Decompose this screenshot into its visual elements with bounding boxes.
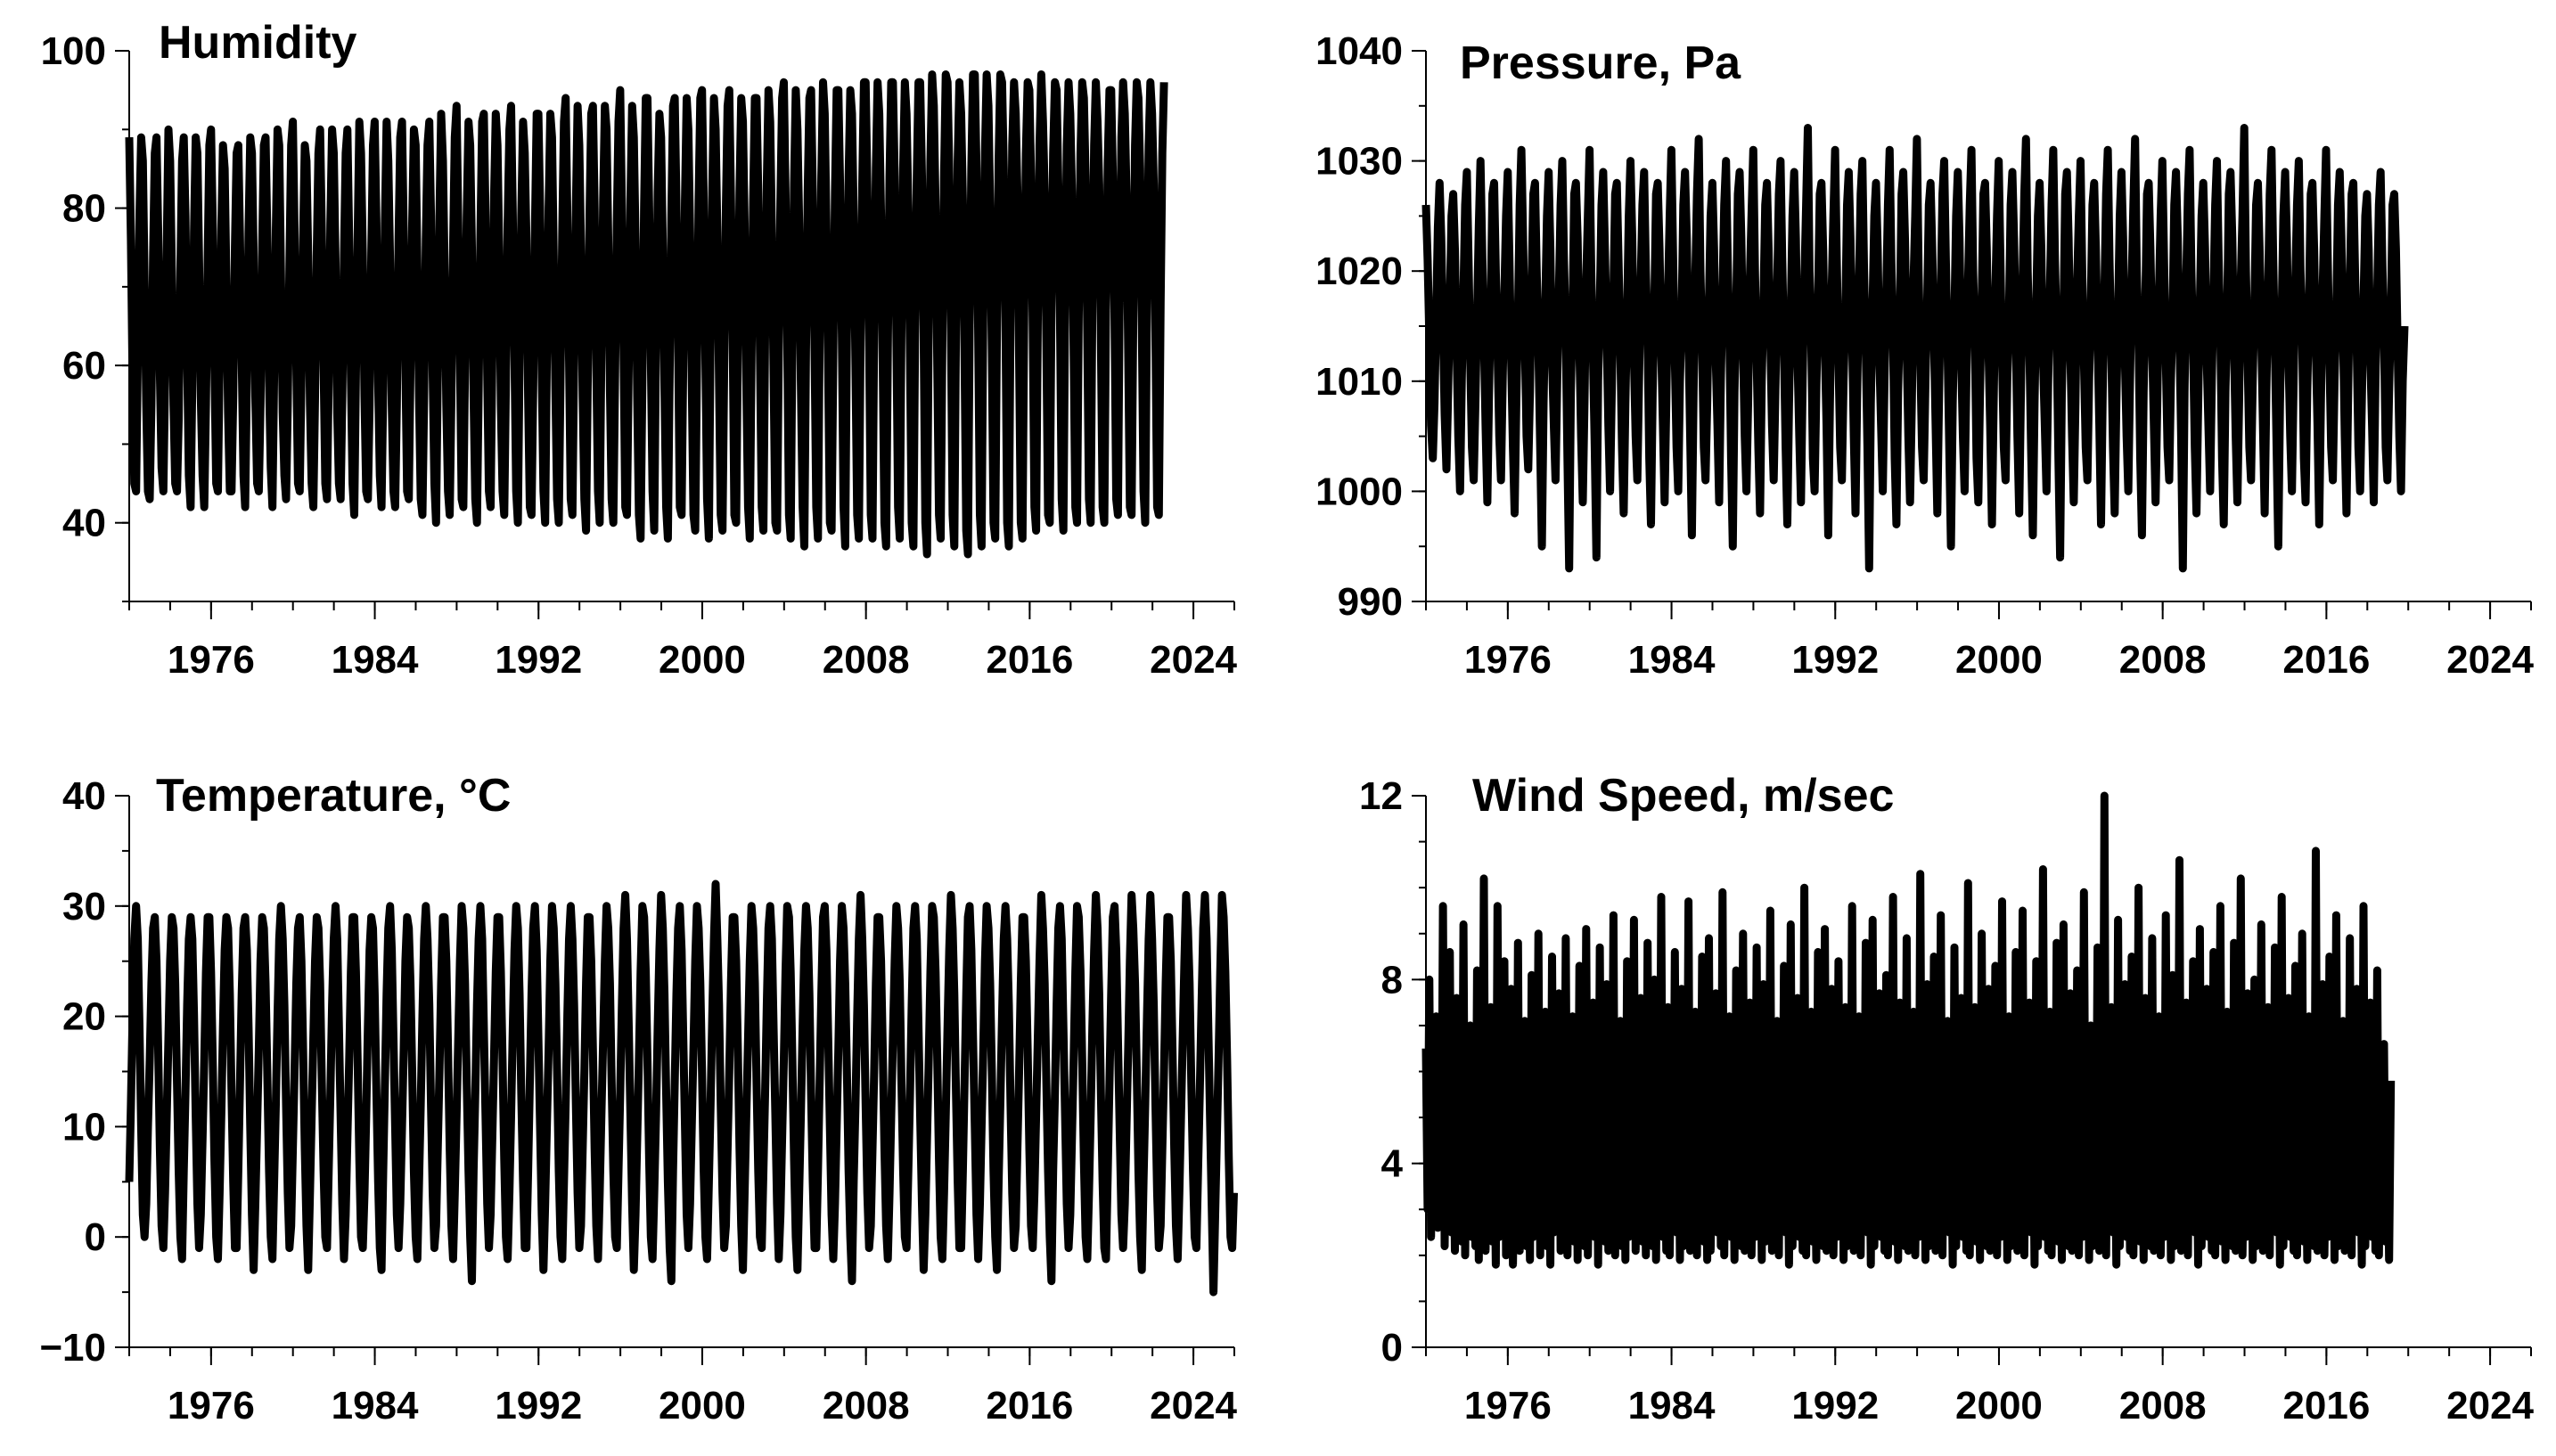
chart-panel-3: −10 0 10 20 30 40 1976 1984 1992 2000 2008 2016 2024…	[39, 770, 1238, 1427]
x-tick-label: 1984	[1628, 1384, 1716, 1427]
x-tick-label: 1976	[1464, 638, 1552, 682]
x-tick-label: 2008	[823, 638, 910, 682]
x-tick-label: 1976	[168, 638, 255, 682]
chart-title: Wind Speed, m/sec	[1472, 770, 1894, 822]
series-line	[125, 879, 1238, 1296]
chart-title: Humidity	[159, 17, 357, 69]
chart-panel-4: 0 4 8 12 1976 1984 1992 2000 2008 2016 2024 Wind Sp…	[1359, 770, 2534, 1427]
series-line	[125, 70, 1168, 559]
y-tick-label: 1000	[1315, 470, 1403, 513]
y-tick-label: 40	[62, 774, 106, 818]
y-tick-label: −10	[39, 1326, 106, 1370]
x-tick-label: 2008	[2119, 1384, 2207, 1427]
x-tick-label: 1992	[495, 638, 582, 682]
x-tick-label: 1984	[332, 1384, 419, 1427]
x-tick-label: 2000	[659, 638, 746, 682]
y-tick-label: 990	[1338, 580, 1403, 624]
x-tick-label: 2008	[823, 1384, 910, 1427]
x-tick-label: 2016	[986, 638, 1073, 682]
x-tick-label: 1992	[1791, 1384, 1879, 1427]
x-tick-label: 2024	[2446, 1384, 2534, 1427]
y-tick-label: 1010	[1315, 360, 1403, 404]
x-tick-label: 1976	[168, 1384, 255, 1427]
y-tick-label: 8	[1381, 958, 1403, 1002]
y-tick-label: 12	[1359, 774, 1403, 818]
chart-title: Temperature, °C	[156, 770, 511, 822]
y-tick-label: 80	[62, 187, 106, 231]
x-tick-label: 2016	[986, 1384, 1073, 1427]
y-tick-label: 10	[62, 1105, 106, 1149]
x-tick-label: 2000	[1955, 1384, 2043, 1427]
x-tick-label: 2024	[1150, 1384, 1237, 1427]
y-tick-label: 0	[1381, 1326, 1403, 1370]
series-line	[1421, 791, 2396, 1269]
x-tick-label: 1984	[332, 638, 419, 682]
x-tick-label: 2008	[2119, 638, 2207, 682]
y-tick-label: 40	[62, 502, 106, 545]
y-tick-label: 60	[62, 344, 106, 388]
x-tick-label: 2024	[1150, 638, 1237, 682]
x-tick-label: 2000	[1955, 638, 2043, 682]
chart-panel-1: 40 60 80 100 1976 1984 1992 2000 2008 2016 2024 Hum…	[41, 17, 1238, 682]
x-tick-label: 1992	[495, 1384, 582, 1427]
y-tick-label: 30	[62, 885, 106, 928]
y-tick-label: 1040	[1315, 29, 1403, 73]
y-tick-label: 100	[41, 29, 106, 73]
y-tick-label: 1030	[1315, 140, 1403, 184]
chart-title: Pressure, Pa	[1460, 37, 1741, 89]
y-tick-label: 4	[1381, 1142, 1404, 1186]
y-tick-label: 0	[85, 1215, 106, 1259]
chart-panel-2: 990 1000 1010 1020 1030 1040 1976 1984 1992 2000 2…	[1315, 29, 2534, 682]
x-tick-label: 1984	[1628, 638, 1716, 682]
x-tick-label: 1976	[1464, 1384, 1552, 1427]
y-tick-label: 1020	[1315, 249, 1403, 293]
y-tick-label: 20	[62, 995, 106, 1039]
x-tick-label: 1992	[1791, 638, 1879, 682]
series-line	[1421, 124, 2409, 573]
x-tick-label: 2000	[659, 1384, 746, 1427]
x-tick-label: 2024	[2446, 638, 2534, 682]
x-tick-label: 2016	[2282, 638, 2370, 682]
x-tick-label: 2016	[2282, 1384, 2370, 1427]
